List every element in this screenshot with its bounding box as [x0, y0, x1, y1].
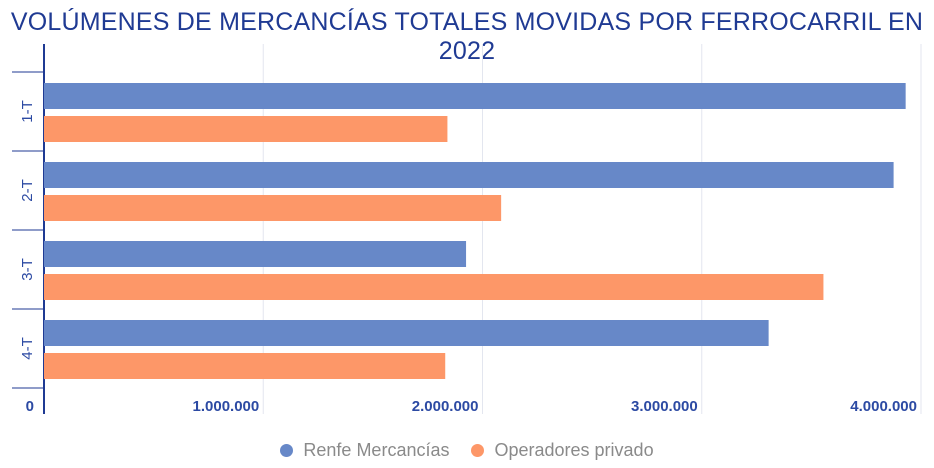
x-tick-label: 1.000.000 — [193, 398, 260, 415]
bars — [44, 83, 906, 379]
y-tick-label: 3-T — [19, 258, 36, 281]
x-tick-labels: 0 1.000.000 2.000.000 3.000.000 4.000.000 — [26, 398, 917, 415]
legend-item-operadores[interactable]: Operadores privado — [471, 440, 654, 461]
bar-4-T-renfe[interactable] — [44, 320, 769, 346]
bar-4-T-operadores[interactable] — [44, 353, 446, 379]
chart-title: VOLÚMENES DE MERCANCÍAS TOTALES MOVIDAS … — [10, 8, 924, 65]
x-tick-label: 2.000.000 — [412, 398, 479, 415]
x-tick-label: 4.000.000 — [850, 398, 917, 415]
bar-3-T-operadores[interactable] — [44, 274, 824, 300]
bar-2-T-operadores[interactable] — [44, 195, 502, 221]
legend: Renfe Mercancías Operadores privado — [0, 440, 934, 461]
y-tick-label: 1-T — [19, 100, 36, 123]
bar-1-T-operadores[interactable] — [44, 116, 448, 142]
legend-swatch-operadores — [471, 444, 485, 457]
legend-label-operadores: Operadores privado — [494, 440, 654, 460]
x-tick-label: 3.000.000 — [631, 398, 698, 415]
x-tick-label: 0 — [26, 398, 34, 415]
bar-2-T-renfe[interactable] — [44, 162, 894, 188]
legend-item-renfe[interactable]: Renfe Mercancías — [280, 440, 449, 461]
bar-3-T-renfe[interactable] — [44, 241, 467, 267]
y-tick-labels: 1-T 2-T 3-T 4-T — [19, 100, 36, 360]
y-tick-label: 4-T — [19, 337, 36, 360]
y-tick-label: 2-T — [19, 179, 36, 202]
legend-label-renfe: Renfe Mercancías — [303, 440, 450, 460]
legend-swatch-renfe — [280, 444, 294, 457]
bar-chart: 1-T 2-T 3-T 4-T 0 1.000.000 2.000.000 3.000.00… — [12, 44, 922, 415]
bar-1-T-renfe[interactable] — [44, 83, 906, 109]
